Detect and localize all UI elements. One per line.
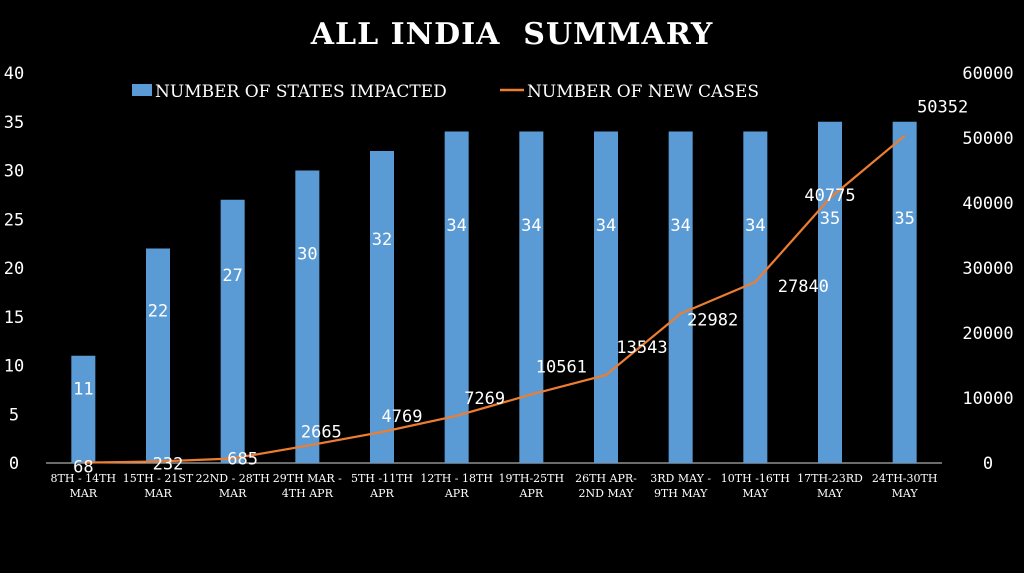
right-axis-tick-label: 30000 xyxy=(962,259,1013,279)
right-axis-tick-label: 10000 xyxy=(962,389,1013,409)
bar-data-label: 34 xyxy=(670,216,690,236)
bar xyxy=(818,121,842,463)
line-data-label: 685 xyxy=(227,450,258,470)
line-data-labels: 68 232 685 2665 4769 7269 10561 13543 22982 27840… xyxy=(73,98,968,478)
line-data-label: 232 xyxy=(153,454,184,474)
bar-data-label: 35 xyxy=(894,209,914,229)
bar xyxy=(295,170,320,463)
line-path xyxy=(83,134,906,464)
bar-data-label: 30 xyxy=(297,244,317,264)
x-axis-tick-label: 29TH MAR -4TH APR xyxy=(273,472,342,500)
left-axis-tick-label: 5 xyxy=(9,405,19,425)
left-axis-tick-label: 10 xyxy=(4,357,24,377)
legend: NUMBER OF STATES IMPACTED NUMBER OF NEW … xyxy=(132,82,759,102)
x-axis-tick-label: 24TH-30TH MAY xyxy=(872,472,938,500)
bar xyxy=(146,248,170,463)
x-axis-tick-label: 10TH -16TH MAY xyxy=(721,472,790,500)
left-axis: 0 5 10 15 20 25 30 35 40 xyxy=(4,64,24,474)
x-axis-tick-label: 17TH-23RD MAY xyxy=(797,472,863,500)
bar-data-label: 27 xyxy=(222,266,242,286)
bar-data-label: 34 xyxy=(521,216,541,236)
line-data-label: 50352 xyxy=(917,98,968,118)
bar xyxy=(668,131,693,463)
bar-data-label: 22 xyxy=(148,301,168,321)
x-axis-tick-label: 22ND - 28TH MAR xyxy=(196,472,270,500)
right-axis-tick-label: 50000 xyxy=(962,129,1013,149)
bar xyxy=(444,131,469,463)
legend-label-bars: NUMBER OF STATES IMPACTED xyxy=(155,82,447,102)
line-data-label: 2665 xyxy=(301,423,342,443)
right-axis-tick-label: 0 xyxy=(983,454,993,474)
line-data-label: 4769 xyxy=(382,407,423,427)
line-data-label: 68 xyxy=(73,458,93,478)
bar-data-label: 32 xyxy=(372,230,392,250)
right-axis-tick-label: 20000 xyxy=(962,324,1013,344)
bar xyxy=(71,355,96,463)
left-axis-tick-label: 20 xyxy=(4,259,24,279)
x-axis-tick-label: 12TH - 18TH APR xyxy=(420,472,493,500)
legend-label-line: NUMBER OF NEW CASES xyxy=(527,82,759,102)
left-axis-tick-label: 25 xyxy=(4,210,24,230)
left-axis-tick-label: 30 xyxy=(4,162,24,182)
bar xyxy=(743,131,768,463)
chart-title: ALL INDIA SUMMARY xyxy=(310,17,714,52)
left-axis-tick-label: 0 xyxy=(9,454,19,474)
legend-swatch-bars xyxy=(132,84,152,96)
x-axis-tick-label: 15TH - 21ST MAR xyxy=(123,472,194,500)
line-data-label: 13543 xyxy=(616,338,667,358)
x-axis-tick-label: 26TH APR-2ND MAY xyxy=(575,472,637,500)
bar xyxy=(892,121,917,463)
x-axis-tick-label: 19TH-25TH APR xyxy=(499,472,565,500)
bar-data-label: 11 xyxy=(73,380,93,400)
line-series xyxy=(83,134,906,464)
line-data-label: 10561 xyxy=(536,357,587,377)
x-axis-tick-label: 3RD MAY -9TH MAY xyxy=(650,472,711,500)
line-data-label: 40775 xyxy=(804,186,855,206)
bar xyxy=(594,131,618,463)
bar xyxy=(370,151,394,463)
line-data-label: 27840 xyxy=(778,277,829,297)
bar xyxy=(519,131,544,463)
left-axis-tick-label: 40 xyxy=(4,64,24,84)
bar-series xyxy=(71,121,917,463)
bar-data-label: 35 xyxy=(820,209,840,229)
line-data-label: 7269 xyxy=(464,389,505,409)
right-axis: 0 10000 20000 30000 40000 50000 60000 xyxy=(962,64,1013,474)
bar-data-label: 34 xyxy=(446,216,466,236)
x-axis-tick-label: 5TH -11TH APR xyxy=(351,472,413,500)
bar xyxy=(220,199,245,463)
bar-data-label: 34 xyxy=(745,216,765,236)
right-axis-tick-label: 60000 xyxy=(962,64,1013,84)
left-axis-tick-label: 35 xyxy=(4,113,24,133)
x-axis-tick-label: 8TH - 14TH MAR xyxy=(51,472,117,500)
left-axis-tick-label: 15 xyxy=(4,308,24,328)
line-data-label: 22982 xyxy=(687,311,738,331)
right-axis-tick-label: 40000 xyxy=(962,194,1013,214)
bar-data-labels: 11 22 27 30 32 34 34 34 34 34 35 35 xyxy=(73,209,915,400)
bar-data-label: 34 xyxy=(596,216,616,236)
